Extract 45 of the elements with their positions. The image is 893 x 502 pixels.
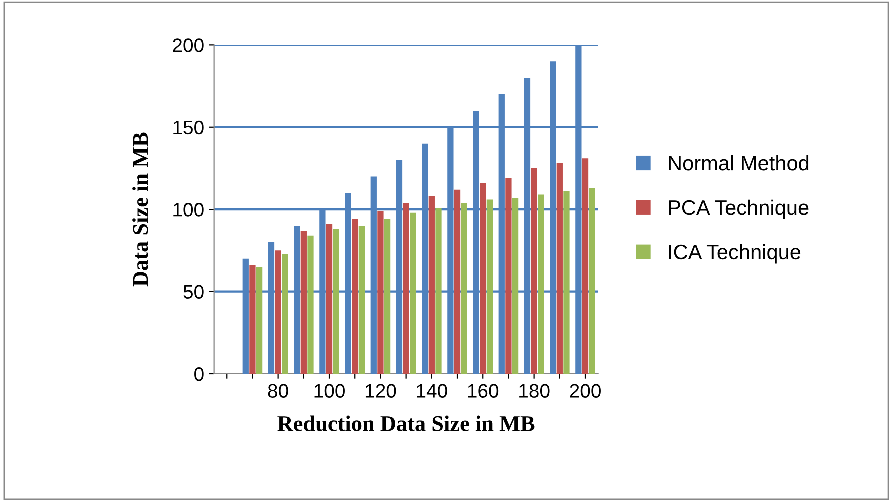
bar [486,200,494,374]
bar [275,250,282,374]
bar [538,194,544,374]
x-tick-label: 140 [417,384,448,398]
y-axis-title: Data Size in MB [132,132,148,287]
bar [410,212,416,374]
bar [378,211,384,374]
y-tick-label: 50 [184,285,204,300]
legend-label: Normal Method [669,155,809,171]
bar [352,219,358,374]
bar [326,224,333,374]
bar [582,158,589,374]
bar [250,265,256,374]
y-tick-label: 200 [173,38,204,52]
x-tick-label: 80 [268,384,288,398]
bar [428,196,435,374]
legend-label: PCA Technique [669,200,809,220]
bar [531,168,538,374]
bar [506,178,512,374]
x-tick-label: 160 [468,384,499,398]
y-tick-label: 100 [174,203,204,217]
bar [384,219,391,374]
y-tick-label: 150 [174,120,204,135]
bar [480,183,486,374]
bar [308,236,314,374]
x-axis-title: Reduction Data Size in MB [278,416,535,432]
x-tick-label: 100 [314,384,345,398]
x-tick-label: 180 [520,384,550,398]
bar [564,192,570,374]
bar [436,208,442,374]
x-tick-label: 120 [366,384,396,398]
bar [256,267,263,374]
bar [282,254,288,374]
bar [589,188,596,374]
x-tick-label: 200 [570,384,601,398]
bar [403,203,410,374]
bar [333,229,340,374]
legend-label: ICA Technique [669,244,801,264]
y-tick-label: 0 [194,367,204,382]
bar [512,198,519,374]
bar [358,226,366,374]
bar [556,164,563,374]
bar [300,230,307,374]
bar [461,203,468,374]
bar [454,190,461,374]
